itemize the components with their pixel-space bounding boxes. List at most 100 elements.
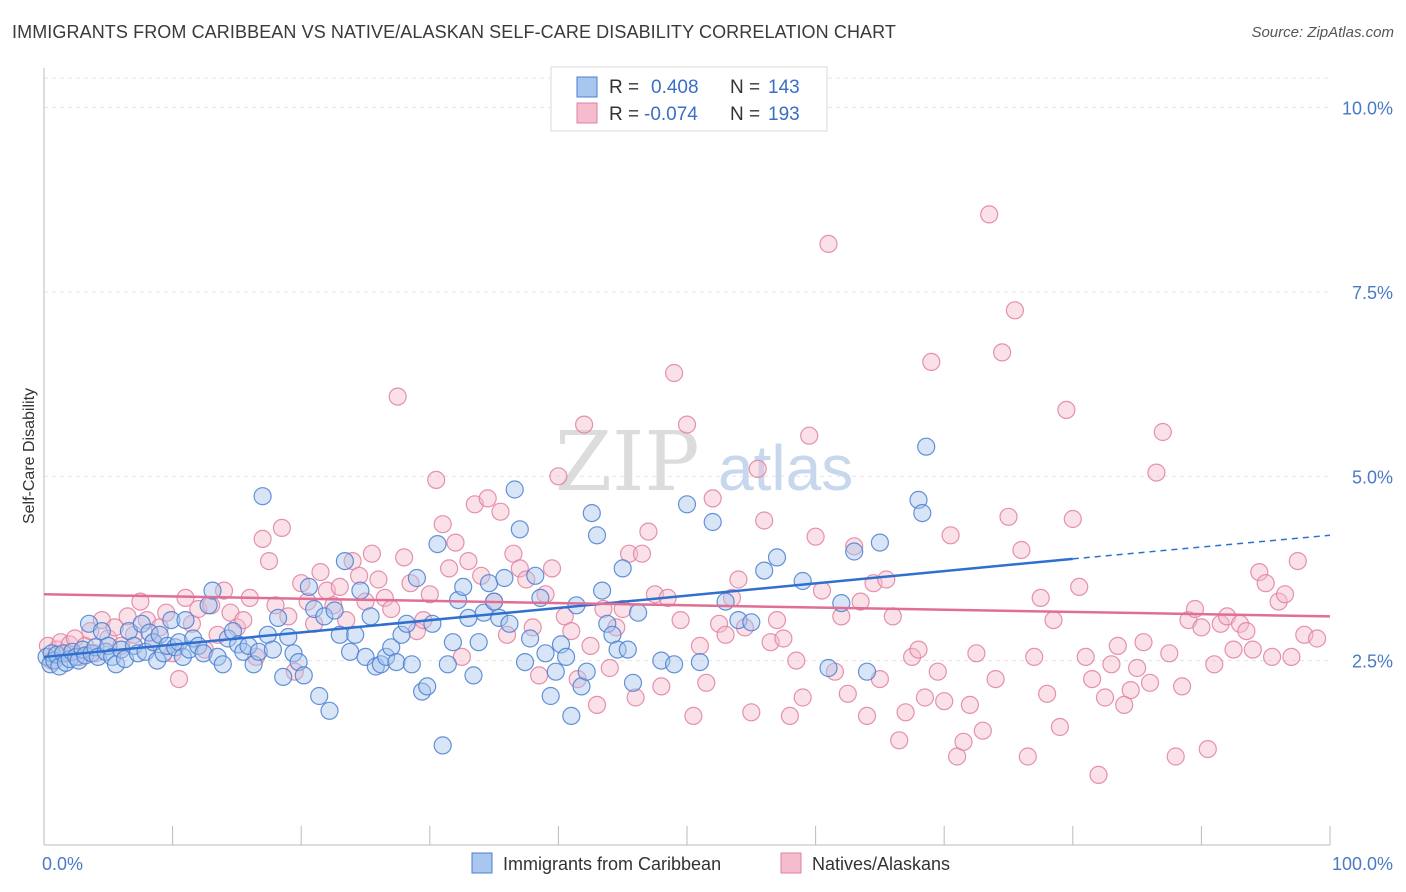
series-natives-alaskans [38,205,1327,785]
caribbean-point [253,487,272,506]
natives-alaskans-point [497,625,517,644]
caribbean-point [845,542,864,561]
caribbean-point [541,686,560,706]
caribbean-point [294,666,313,685]
caribbean-point [703,512,722,532]
natives-alaskans-point [362,544,381,563]
natives-alaskans-point [1127,658,1147,678]
natives-alaskans-point [986,669,1005,689]
natives-alaskans-point [1269,592,1288,611]
caribbean-point [526,566,545,585]
natives-alaskans-point [1044,610,1063,630]
caribbean-point [330,625,349,644]
natives-alaskans-point [574,415,594,434]
natives-alaskans-point [806,527,825,546]
natives-alaskans-point [1243,640,1262,659]
natives-alaskans-point [382,599,401,619]
natives-alaskans-point [902,647,922,667]
y-tick-label-3: 10.0% [1342,99,1393,119]
natives-alaskans-point [1005,301,1025,320]
caribbean-point [464,666,483,685]
natives-alaskans-point [1102,655,1121,674]
natives-alaskans-point [980,205,999,224]
caribbean-point [628,603,648,622]
natives-alaskans-point [311,562,330,582]
caribbean-point [613,559,632,578]
caribbean-point [870,533,890,552]
natives-alaskans-point [793,688,812,707]
natives-alaskans-point [1205,655,1224,674]
natives-alaskans-point [1237,621,1256,641]
caribbean-point [335,551,354,571]
caribbean-point [556,647,576,667]
natives-alaskans-point [420,585,439,604]
natives-alaskans-point [523,618,542,637]
bottom-legend-swatch-pink [780,852,802,874]
natives-alaskans-point [819,234,838,253]
caribbean-point [310,686,329,706]
natives-alaskans-point [838,684,857,703]
natives-alaskans-point [800,426,819,445]
caribbean-point [623,673,643,692]
natives-alaskans-point [729,570,748,589]
caribbean-point [173,647,192,667]
caribbean-point [913,503,932,523]
natives-alaskans-point [1057,400,1076,419]
natives-alaskans-point [330,577,349,597]
natives-alaskans-point [890,731,909,750]
caribbean-point [305,599,324,619]
caribbean-point [176,610,195,630]
caribbean-point [438,655,457,674]
caribbean-point [469,633,488,652]
natives-alaskans-point [928,662,947,681]
natives-alaskans-point [169,669,189,689]
caribbean-point [320,701,339,720]
caribbean-point [194,644,213,663]
natives-alaskans-point [1160,644,1179,663]
natives-alaskans-point [639,522,658,541]
natives-alaskans-point [491,502,510,521]
legend-r-value-blue: 0.408 [651,77,699,98]
natives-alaskans-point [581,636,600,656]
natives-alaskans-point [1063,509,1082,529]
watermark-atlas: atlas [718,432,853,504]
caribbean-point [755,561,774,580]
natives-alaskans-point [549,467,568,486]
x-tick-label-0: 0.0% [42,854,83,874]
natives-alaskans-point [703,489,722,508]
natives-alaskans-point [690,636,710,656]
natives-alaskans-point [459,551,478,571]
natives-alaskans-point [922,352,941,371]
caribbean-point [274,667,293,687]
natives-alaskans-point [478,489,497,508]
y-axis-title: Self-Care Disability [21,388,38,524]
natives-alaskans-point [748,459,767,478]
natives-alaskans-point [767,610,787,630]
caribbean-point [443,633,462,652]
natives-alaskans-point [915,688,935,707]
natives-alaskans-point [1031,588,1050,608]
natives-alaskans-point [1070,577,1089,597]
natives-alaskans-point [999,507,1018,526]
natives-alaskans-point [857,706,877,726]
natives-alaskans-point [388,387,407,406]
natives-alaskans-point [369,570,388,589]
natives-alaskans-point [652,677,671,696]
natives-alaskans-point [954,732,973,751]
tick-labels: 2.5% 5.0% 7.5% 10.0% 0.0% 100.0% [42,99,1393,875]
bottom-legend-label-pink: Natives/Alaskans [812,854,950,874]
caribbean-point [433,736,452,755]
natives-alaskans-point [742,703,761,722]
caribbean-point [203,581,222,600]
natives-alaskans-point [1037,684,1057,703]
legend-r-label-pink: R = [609,104,639,125]
natives-alaskans-point [1153,422,1172,442]
caribbean-point [479,574,499,593]
natives-alaskans-point [285,662,304,681]
caribbean-point [315,607,334,626]
legend-swatch-pink [576,102,598,124]
natives-alaskans-point [517,570,536,589]
natives-alaskans-point [967,644,986,663]
caribbean-point [413,682,432,701]
caribbean-point [402,655,421,674]
